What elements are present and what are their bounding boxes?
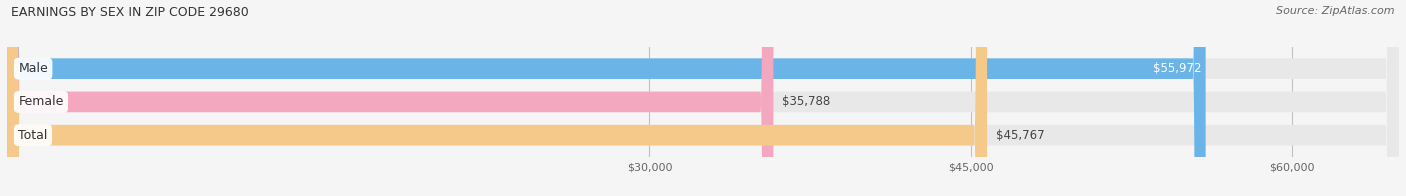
Text: Female: Female	[18, 95, 63, 108]
FancyBboxPatch shape	[7, 0, 773, 196]
Text: $35,788: $35,788	[782, 95, 830, 108]
FancyBboxPatch shape	[7, 0, 1399, 196]
Text: EARNINGS BY SEX IN ZIP CODE 29680: EARNINGS BY SEX IN ZIP CODE 29680	[11, 6, 249, 19]
Text: Male: Male	[18, 62, 48, 75]
FancyBboxPatch shape	[7, 0, 1205, 196]
FancyBboxPatch shape	[7, 0, 987, 196]
Text: Source: ZipAtlas.com: Source: ZipAtlas.com	[1277, 6, 1395, 16]
FancyBboxPatch shape	[7, 0, 1399, 196]
FancyBboxPatch shape	[7, 0, 1399, 196]
Text: Total: Total	[18, 129, 48, 142]
Text: $55,972: $55,972	[1153, 62, 1201, 75]
Text: $45,767: $45,767	[995, 129, 1045, 142]
